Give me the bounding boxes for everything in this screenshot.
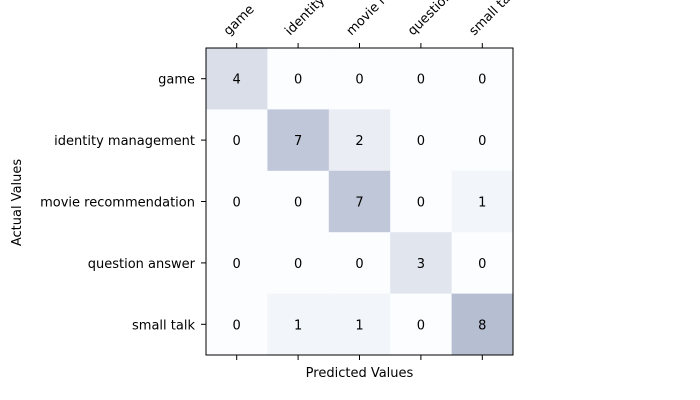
cell-value-label: 0	[478, 134, 486, 149]
heatmap-cell-r0-c2	[328, 48, 391, 110]
x-tick-label: game	[221, 2, 258, 39]
heatmap-cell-r1-c1	[267, 109, 330, 172]
cell-value-label: 1	[478, 196, 486, 211]
cell-value-label: 0	[294, 196, 302, 211]
heatmap-cell-r1-c2	[328, 109, 391, 172]
cell-value-label: 3	[417, 257, 425, 272]
y-tick-labels: game identity management movie recommendat…	[40, 73, 206, 333]
cell-value-label: 1	[294, 318, 302, 333]
cell-value-label: 0	[355, 73, 363, 88]
heatmap-cell-r3-c1	[267, 232, 330, 295]
heatmap-cell-r1-c4	[451, 109, 514, 172]
cell-value-label: 0	[233, 257, 241, 272]
heatmap-cell-r3-c4	[451, 232, 514, 295]
cell-value-label: 8	[478, 318, 486, 333]
heatmap-cell-r2-c1	[267, 170, 330, 233]
y-tick-label: game	[158, 73, 195, 88]
cell-value-label: 7	[294, 134, 302, 149]
heatmap-cell-r1-c0	[206, 109, 268, 172]
cell-value-label: 1	[355, 318, 363, 333]
cell-value-label: 0	[417, 134, 425, 149]
cell-value-label: 0	[233, 318, 241, 333]
heatmap-cell-r0-c3	[390, 48, 453, 110]
cell-value-label: 0	[355, 257, 363, 272]
cell-value-label: 0	[478, 73, 486, 88]
heatmap-cell-r0-c1	[267, 48, 330, 110]
cell-value-label: 0	[233, 134, 241, 149]
heatmap-cell-r4-c2	[328, 293, 391, 356]
heatmap-cell-r2-c4	[451, 170, 514, 233]
cell-value-label: 0	[294, 257, 302, 272]
cell-value-label: 0	[478, 257, 486, 272]
y-tick-label: small talk	[132, 318, 195, 333]
y-axis-title: Actual Values	[10, 159, 25, 247]
heatmap-cell-r3-c2	[328, 232, 391, 295]
heatmap-cell-r2-c2	[328, 170, 391, 233]
x-axis-title: Predicted Values	[306, 366, 414, 381]
heatmap-cell-r1-c3	[390, 109, 453, 172]
heatmap-cell-r3-c3	[390, 232, 453, 295]
heatmap-cell-r4-c0	[206, 293, 268, 356]
heatmap-cell-r2-c0	[206, 170, 268, 233]
y-tick-label: movie recommendation	[40, 196, 195, 211]
heatmap-cell-r4-c1	[267, 293, 330, 356]
heatmap-cell-r2-c3	[390, 170, 453, 233]
cell-value-label: 0	[417, 318, 425, 333]
heatmap-cell-r4-c3	[390, 293, 453, 356]
heatmap-cell-r3-c0	[206, 232, 268, 295]
cell-value-label: 4	[233, 73, 241, 88]
cell-value-label: 2	[355, 134, 363, 149]
cell-value-label: 7	[355, 196, 363, 211]
heatmap-cell-r0-c0	[206, 48, 268, 110]
heatmap-cells: 4 0 0 0 0 0 7 2 0 0 0 0 7 0 1 0 0 0 3 0 0 1 1 0 8	[206, 48, 514, 356]
y-tick-label: identity management	[54, 134, 195, 149]
cell-value-label: 0	[294, 73, 302, 88]
cell-value-label: 0	[417, 196, 425, 211]
heatmap-cell-r4-c4	[451, 293, 514, 356]
heatmap-cell-r0-c4	[451, 48, 514, 110]
x-tick-label: small talk	[467, 0, 522, 39]
y-tick-label: question answer	[88, 257, 196, 272]
cell-value-label: 0	[417, 73, 425, 88]
cell-value-label: 0	[233, 196, 241, 211]
